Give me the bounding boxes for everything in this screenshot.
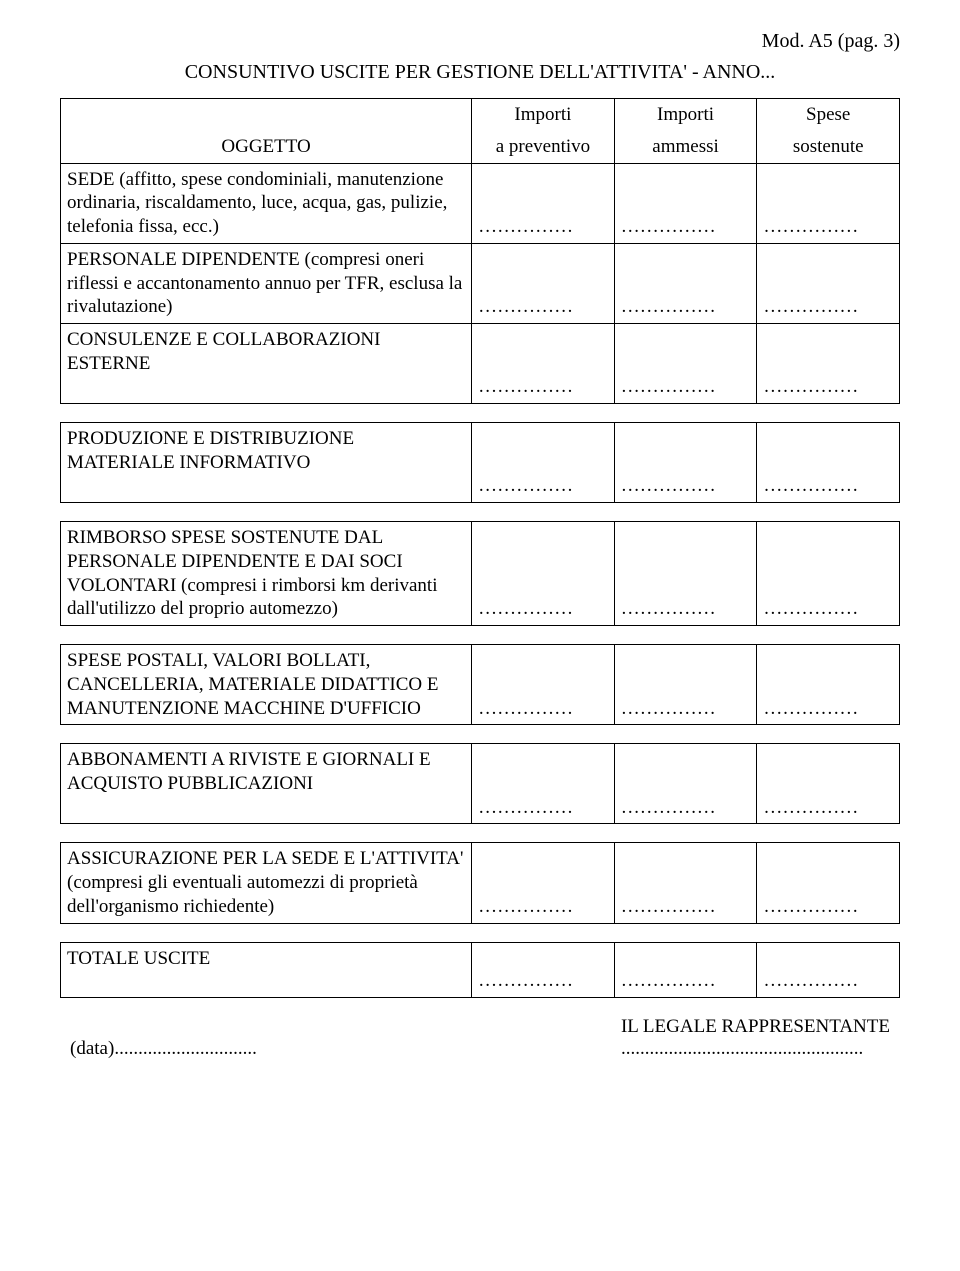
row-sede-ammessi[interactable]: …………… — [614, 163, 757, 243]
table-7: TOTALE USCITE …………… …………… …………… — [60, 942, 900, 998]
row-postali-preventivo[interactable]: …………… — [472, 645, 615, 725]
row-totale-preventivo[interactable]: …………… — [472, 942, 615, 997]
row-abbonamenti-ammessi[interactable]: …………… — [614, 744, 757, 824]
table-5: ABBONAMENTI A RIVISTE E GIORNALI E ACQUI… — [60, 743, 900, 824]
row-assicurazione-label: ASSICURAZIONE PER LA SEDE E L'ATTIVITA' … — [61, 843, 472, 923]
table-3: RIMBORSO SPESE SOSTENUTE DAL PERSONALE D… — [60, 521, 900, 626]
row-sede-label: SEDE (affitto, spese condominiali, manut… — [61, 163, 472, 243]
page: Mod. A5 (pag. 3) CONSUNTIVO USCITE PER G… — [0, 0, 960, 1271]
footer-data: (data).............................. — [70, 1016, 257, 1060]
row-consulenze-preventivo[interactable]: …………… — [472, 324, 615, 404]
row-totale-sostenute[interactable]: …………… — [757, 942, 900, 997]
row-assicurazione-sostenute[interactable]: …………… — [757, 843, 900, 923]
col-ammessi-l1: Importi — [614, 99, 757, 131]
row-consulenze-ammessi[interactable]: …………… — [614, 324, 757, 404]
mod-label: Mod. A5 (pag. 3) — [60, 30, 900, 53]
table-1: OGGETTO Importi Importi Spese a preventi… — [60, 98, 900, 404]
row-rimborso: RIMBORSO SPESE SOSTENUTE DAL PERSONALE D… — [61, 522, 900, 626]
row-postali-sostenute[interactable]: …………… — [757, 645, 900, 725]
row-personale-ammessi[interactable]: …………… — [614, 243, 757, 323]
row-produzione: PRODUZIONE E DISTRIBUZIONE MATERIALE INF… — [61, 423, 900, 503]
row-personale-preventivo[interactable]: …………… — [472, 243, 615, 323]
row-abbonamenti: ABBONAMENTI A RIVISTE E GIORNALI E ACQUI… — [61, 744, 900, 824]
row-rimborso-preventivo[interactable]: …………… — [472, 522, 615, 626]
footer: (data).............................. IL … — [60, 1016, 900, 1060]
row-totale-ammessi[interactable]: …………… — [614, 942, 757, 997]
row-totale-label: TOTALE USCITE — [61, 942, 472, 997]
col-oggetto-header: OGGETTO — [61, 99, 472, 164]
row-postali: SPESE POSTALI, VALORI BOLLATI, CANCELLER… — [61, 645, 900, 725]
footer-data-label: (data) — [70, 1038, 114, 1059]
col-sostenute-l1: Spese — [757, 99, 900, 131]
row-postali-label: SPESE POSTALI, VALORI BOLLATI, CANCELLER… — [61, 645, 472, 725]
row-produzione-ammessi[interactable]: …………… — [614, 423, 757, 503]
footer-repr-dots[interactable]: ........................................… — [621, 1038, 890, 1060]
row-produzione-sostenute[interactable]: …………… — [757, 423, 900, 503]
row-assicurazione-ammessi[interactable]: …………… — [614, 843, 757, 923]
row-sede-sostenute[interactable]: …………… — [757, 163, 900, 243]
row-personale-label: PERSONALE DIPENDENTE (compresi oneri rif… — [61, 243, 472, 323]
row-personale: PERSONALE DIPENDENTE (compresi oneri rif… — [61, 243, 900, 323]
col-preventivo-l1: Importi — [472, 99, 615, 131]
row-rimborso-ammessi[interactable]: …………… — [614, 522, 757, 626]
row-postali-ammessi[interactable]: …………… — [614, 645, 757, 725]
row-rimborso-label: RIMBORSO SPESE SOSTENUTE DAL PERSONALE D… — [61, 522, 472, 626]
page-title: CONSUNTIVO USCITE PER GESTIONE DELL'ATTI… — [60, 61, 900, 84]
row-rimborso-sostenute[interactable]: …………… — [757, 522, 900, 626]
row-produzione-preventivo[interactable]: …………… — [472, 423, 615, 503]
table-4: SPESE POSTALI, VALORI BOLLATI, CANCELLER… — [60, 644, 900, 725]
col-preventivo-l2: a preventivo — [472, 131, 615, 163]
row-consulenze-sostenute[interactable]: …………… — [757, 324, 900, 404]
footer-data-dots[interactable]: .............................. — [114, 1038, 257, 1059]
footer-repr: IL LEGALE RAPPRESENTANTE ...............… — [621, 1016, 890, 1060]
row-abbonamenti-preventivo[interactable]: …………… — [472, 744, 615, 824]
col-ammessi-l2: ammessi — [614, 131, 757, 163]
col-sostenute-l2: sostenute — [757, 131, 900, 163]
row-sede-preventivo[interactable]: …………… — [472, 163, 615, 243]
row-assicurazione: ASSICURAZIONE PER LA SEDE E L'ATTIVITA' … — [61, 843, 900, 923]
row-assicurazione-preventivo[interactable]: …………… — [472, 843, 615, 923]
row-totale: TOTALE USCITE …………… …………… …………… — [61, 942, 900, 997]
row-personale-sostenute[interactable]: …………… — [757, 243, 900, 323]
table-2: PRODUZIONE E DISTRIBUZIONE MATERIALE INF… — [60, 422, 900, 503]
row-sede: SEDE (affitto, spese condominiali, manut… — [61, 163, 900, 243]
row-abbonamenti-label: ABBONAMENTI A RIVISTE E GIORNALI E ACQUI… — [61, 744, 472, 824]
footer-repr-label: IL LEGALE RAPPRESENTANTE — [621, 1016, 890, 1038]
row-consulenze-label: CONSULENZE E COLLABORAZIONI ESTERNE — [61, 324, 472, 404]
row-produzione-label: PRODUZIONE E DISTRIBUZIONE MATERIALE INF… — [61, 423, 472, 503]
row-abbonamenti-sostenute[interactable]: …………… — [757, 744, 900, 824]
table-6: ASSICURAZIONE PER LA SEDE E L'ATTIVITA' … — [60, 842, 900, 923]
row-consulenze: CONSULENZE E COLLABORAZIONI ESTERNE …………… — [61, 324, 900, 404]
